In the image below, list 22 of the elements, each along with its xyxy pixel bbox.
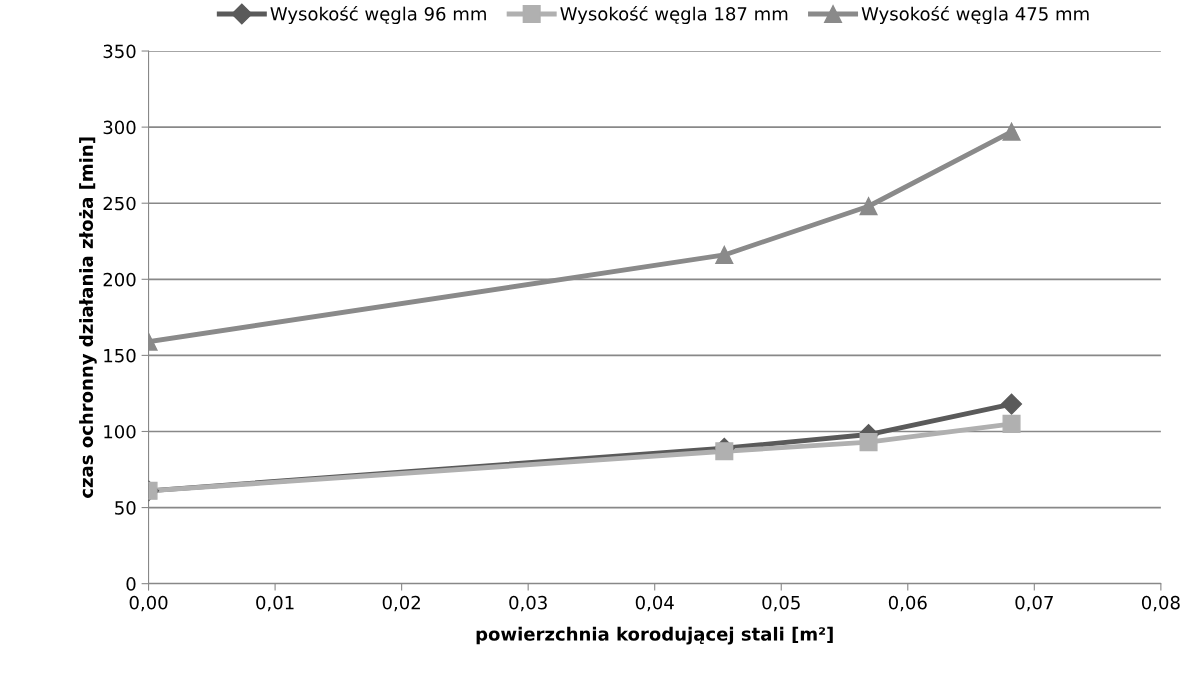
x-tick-label: 0,00 (129, 595, 168, 612)
y-tick-label: 350 (103, 44, 136, 59)
legend-label: Wysokość węgla 96 mm (270, 5, 486, 25)
x-tick-label: 0,07 (1015, 595, 1053, 612)
legend-label: Wysokość węgla 187 mm (560, 5, 788, 25)
legend-label: Wysokość węgla 475 mm (861, 5, 1089, 25)
y-tick-label: 150 (104, 348, 136, 363)
y-tick-label: 300 (103, 120, 136, 135)
y-tick-label: 100 (104, 424, 136, 439)
x-tick-label: 0,04 (635, 595, 674, 612)
x-tick-label: 0,03 (509, 595, 547, 612)
y-tick-label: 200 (103, 272, 136, 287)
x-tick-label: 0,06 (888, 595, 927, 612)
x-tick-label: 0,05 (762, 595, 800, 612)
y-axis-title: czas ochronny działania złoża [min] (79, 137, 97, 498)
x-axis-title: powierzchnia korodującej stali [m²] (476, 626, 833, 645)
x-tick-label: 0,01 (256, 595, 294, 612)
x-tick-label: 0,08 (1141, 595, 1180, 612)
y-tick-label: 50 (115, 501, 136, 515)
y-tick-label: 250 (103, 196, 136, 211)
x-tick-label: 0,02 (382, 595, 420, 612)
y-tick-label: 0 (126, 577, 136, 591)
